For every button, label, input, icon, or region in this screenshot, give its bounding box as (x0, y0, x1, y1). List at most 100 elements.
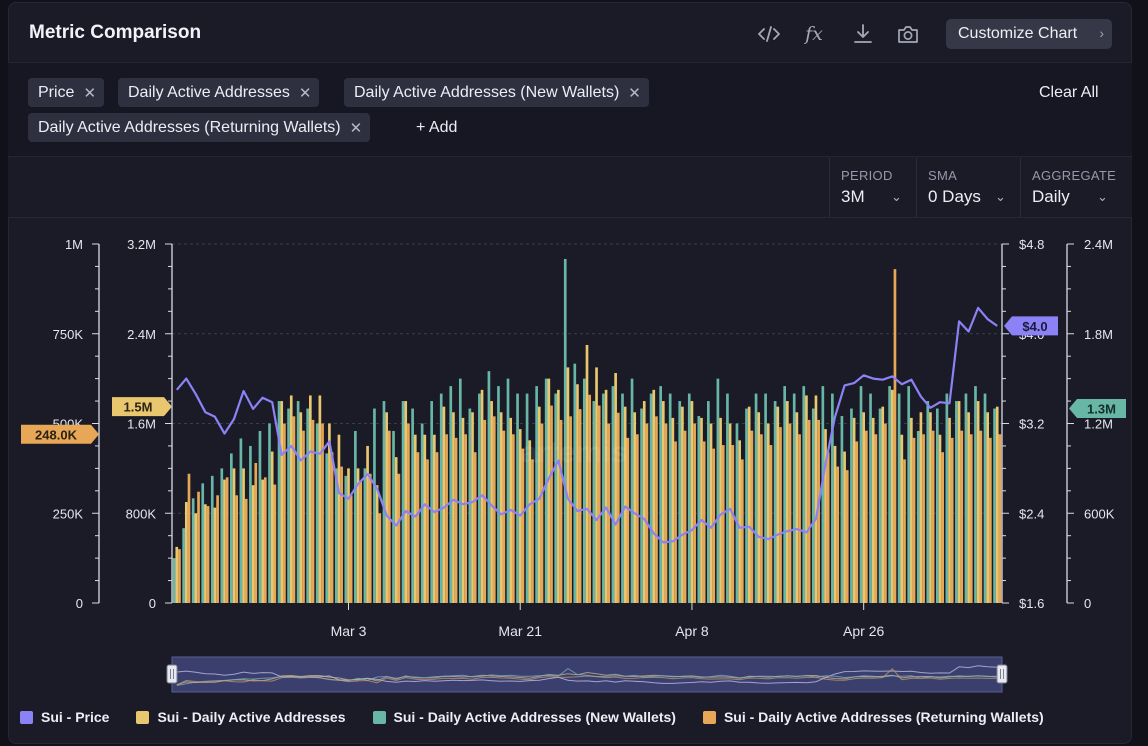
bar-new-wallets (573, 363, 577, 603)
camera-icon[interactable] (894, 20, 922, 48)
bar-new-wallets (563, 258, 567, 603)
y-tick-label: 1.8M (1084, 327, 1113, 342)
bar-returning (664, 423, 668, 603)
bar-returning (454, 437, 458, 603)
bar-dau (299, 412, 303, 603)
bar-new-wallets (869, 393, 872, 603)
bar-dau (442, 406, 446, 603)
bar-returning (874, 434, 878, 603)
bar-dau (967, 412, 970, 603)
bar-returning (989, 437, 992, 603)
bar-dau (881, 406, 885, 603)
metric-chip-dau-returning[interactable]: Daily Active Addresses (Returning Wallet… (28, 113, 371, 142)
bar-returning (569, 416, 572, 603)
period-select[interactable]: PERIOD 3M ⌄ (829, 158, 916, 217)
legend-item-dau-returning[interactable]: Sui - Daily Active Addresses (Returning … (702, 709, 1044, 725)
bar-returning (216, 495, 219, 603)
metric-chip-dau-new[interactable]: Daily Active Addresses (New Wallets) ✕ (344, 78, 649, 107)
bar-returning (273, 484, 277, 603)
legend-item-dau-new[interactable]: Sui - Daily Active Addresses (New Wallet… (372, 709, 676, 725)
customize-chart-button[interactable]: Customize Chart › (946, 19, 1112, 49)
bar-dau (413, 434, 417, 603)
aggregate-label: AGGREGATE (1032, 168, 1117, 183)
clear-all-button[interactable]: Clear All (1039, 84, 1099, 101)
bar-returning (998, 434, 1002, 603)
bar-new-wallets (315, 423, 319, 603)
bar-new-wallets (897, 393, 901, 603)
y-tick-label: 1M (65, 237, 83, 252)
range-navigator[interactable] (171, 656, 1003, 693)
bar-dau (728, 423, 732, 603)
bar-dau (671, 417, 675, 603)
close-icon[interactable]: ✕ (628, 84, 641, 102)
bar-new-wallets (983, 393, 987, 603)
bar-new-wallets (821, 386, 825, 603)
bar-new-wallets (735, 423, 739, 603)
bar-new-wallets (955, 401, 958, 603)
range-handle-right[interactable] (996, 664, 1008, 684)
x-tick-label: Mar 21 (498, 623, 542, 639)
bar-dau (776, 406, 780, 603)
bar-dau (805, 395, 808, 603)
aggregate-select[interactable]: AGGREGATE Daily ⌄ (1020, 158, 1130, 217)
sma-label: SMA (928, 168, 958, 183)
bar-dau (280, 401, 284, 603)
bar-new-wallets (239, 438, 243, 603)
legend-swatch (372, 710, 386, 724)
chart-controls: PERIOD 3M ⌄ SMA 0 Days ⌄ AGGREGATE Daily… (8, 158, 1132, 218)
bar-returning (779, 427, 782, 603)
bar-returning (397, 473, 401, 603)
embed-code-icon[interactable] (755, 20, 783, 48)
bar-dau (661, 401, 665, 603)
bar-dau (566, 367, 570, 603)
legend-item-price[interactable]: Sui - Price (20, 709, 109, 725)
bar-new-wallets (678, 401, 682, 603)
formula-icon[interactable]: fx (805, 23, 823, 45)
legend-item-dau[interactable]: Sui - Daily Active Addresses (136, 709, 346, 725)
bar-dau (308, 395, 312, 603)
bar-dau (242, 468, 245, 603)
close-icon[interactable]: ✕ (298, 84, 312, 102)
bar-dau (204, 504, 207, 603)
bar-new-wallets (773, 401, 777, 603)
close-icon[interactable]: ✕ (349, 119, 363, 137)
bar-dau (709, 423, 713, 603)
bar-dau (289, 395, 293, 603)
metric-chip-price[interactable]: Price ✕ (28, 78, 105, 107)
bar-dau (976, 401, 980, 603)
bar-new-wallets (439, 393, 443, 603)
chevron-down-icon: ⌄ (891, 189, 902, 204)
download-icon[interactable] (849, 20, 877, 48)
add-metric-button[interactable]: + Add (416, 119, 458, 136)
bar-dau (614, 373, 617, 603)
bar-new-wallets (602, 393, 605, 603)
bar-dau (747, 406, 751, 603)
bar-dau (986, 412, 990, 603)
bar-new-wallets (363, 468, 367, 603)
chevron-down-icon: ⌄ (1097, 189, 1108, 204)
bar-dau (623, 406, 627, 603)
bar-dau (337, 434, 341, 603)
bar-returning (807, 419, 811, 603)
bar-dau (795, 412, 799, 603)
bar-dau (537, 406, 541, 603)
bar-new-wallets (659, 386, 662, 603)
bar-new-wallets (354, 430, 357, 603)
sma-select[interactable]: SMA 0 Days ⌄ (916, 158, 1020, 217)
bar-new-wallets (926, 401, 930, 603)
bar-dau (576, 384, 579, 603)
navigator-returning-line (176, 667, 998, 686)
metric-chip-dau[interactable]: Daily Active Addresses ✕ (118, 78, 320, 107)
bar-returning (626, 437, 630, 603)
range-handle-left[interactable] (166, 664, 178, 684)
y-tick-label: 1.6M (127, 417, 156, 432)
bar-dau (194, 513, 198, 603)
bar-new-wallets (707, 401, 710, 603)
x-tick-label: Mar 3 (331, 623, 367, 639)
bar-dau (251, 485, 255, 603)
bar-returning (597, 405, 601, 603)
bar-new-wallets (535, 386, 538, 603)
y-tick-label: 2.4M (1084, 237, 1113, 252)
bar-new-wallets (754, 393, 758, 603)
close-icon[interactable]: ✕ (83, 84, 97, 102)
